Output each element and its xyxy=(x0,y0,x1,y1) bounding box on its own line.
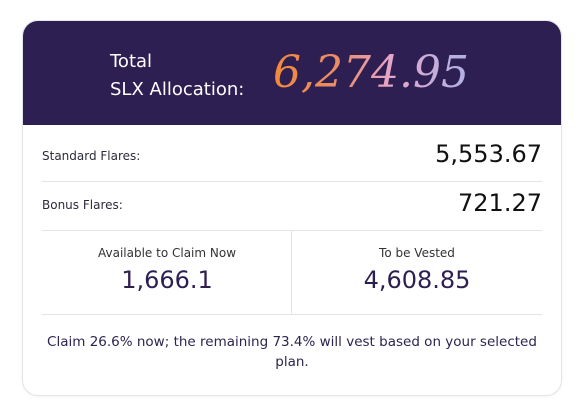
header: Total SLX Allocation: 6,274.95 xyxy=(23,21,561,125)
title-line: Total xyxy=(110,51,153,72)
title: Total SLX Allocation: xyxy=(110,48,244,104)
split-label: To be Vested xyxy=(379,246,455,260)
allocation-card: Total SLX Allocation: 6,274.95 Standard … xyxy=(22,20,562,396)
divider xyxy=(291,230,292,314)
row-value: 721.27 xyxy=(458,189,542,217)
row: Bonus Flares: 721.27 xyxy=(42,181,542,231)
title-line: SLX Allocation: xyxy=(110,79,245,100)
row-label: Bonus Flares: xyxy=(42,198,123,212)
split-value: 1,666.1 xyxy=(121,266,213,294)
split-cell: To be Vested 4,608.85 xyxy=(292,230,542,314)
split-value: 4,608.85 xyxy=(363,266,471,294)
note: Claim 26.6% now; the remaining 73.4% wil… xyxy=(47,334,537,370)
row-value: 5,553.67 xyxy=(435,140,542,168)
split: Available to Claim Now 1,666.1 To be Ves… xyxy=(42,230,542,315)
split-cell: Available to Claim Now 1,666.1 xyxy=(42,230,292,314)
row-label: Standard Flares: xyxy=(42,149,141,163)
split-label: Available to Claim Now xyxy=(97,246,237,260)
row: Standard Flares: 5,553.67 xyxy=(42,132,542,182)
total-amount: 6,274.95 xyxy=(273,43,469,103)
